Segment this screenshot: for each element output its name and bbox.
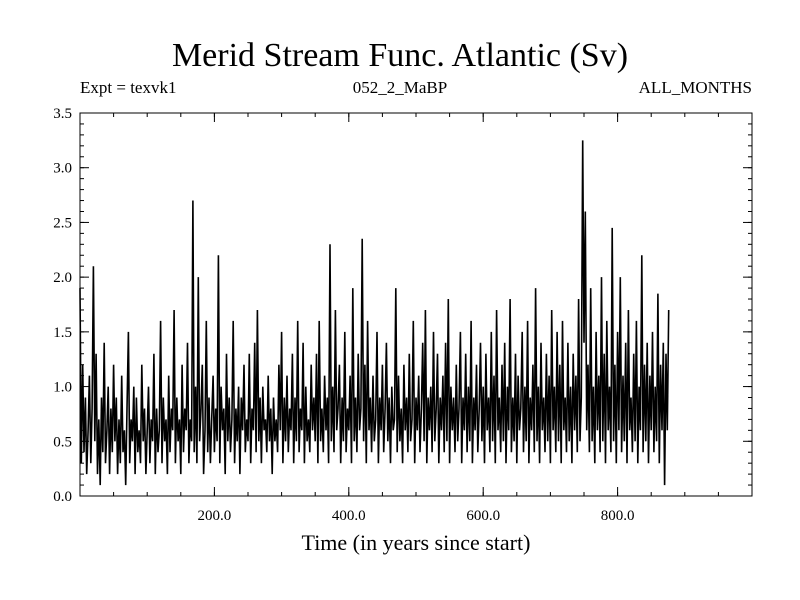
x-tick-label: 800.0	[601, 508, 635, 524]
months-label: ALL_MONTHS	[638, 78, 752, 97]
y-tick-label: 1.0	[53, 380, 72, 396]
plot-frame	[79, 112, 753, 497]
series-line	[79, 140, 670, 486]
y-tick-label: 2.0	[53, 270, 72, 286]
y-tick-label: 0.5	[53, 434, 72, 450]
y-tick-label: 3.5	[53, 106, 72, 122]
chart-title: Merid Stream Func. Atlantic (Sv)	[171, 37, 629, 74]
y-tick-label: 3.0	[53, 161, 72, 177]
y-tick-label: 1.5	[53, 325, 72, 341]
experiment-label: Expt = texvk1	[80, 78, 177, 97]
y-tick-label: 0.0	[53, 489, 72, 505]
x-tick-label: 400.0	[332, 508, 366, 524]
x-tick-label: 200.0	[198, 508, 232, 524]
x-tick-label: 600.0	[466, 508, 500, 524]
run-label: 052_2_MaBP	[352, 78, 448, 97]
x-axis-label: Time (in years since start)	[301, 530, 531, 555]
y-tick-label: 2.5	[53, 215, 72, 231]
